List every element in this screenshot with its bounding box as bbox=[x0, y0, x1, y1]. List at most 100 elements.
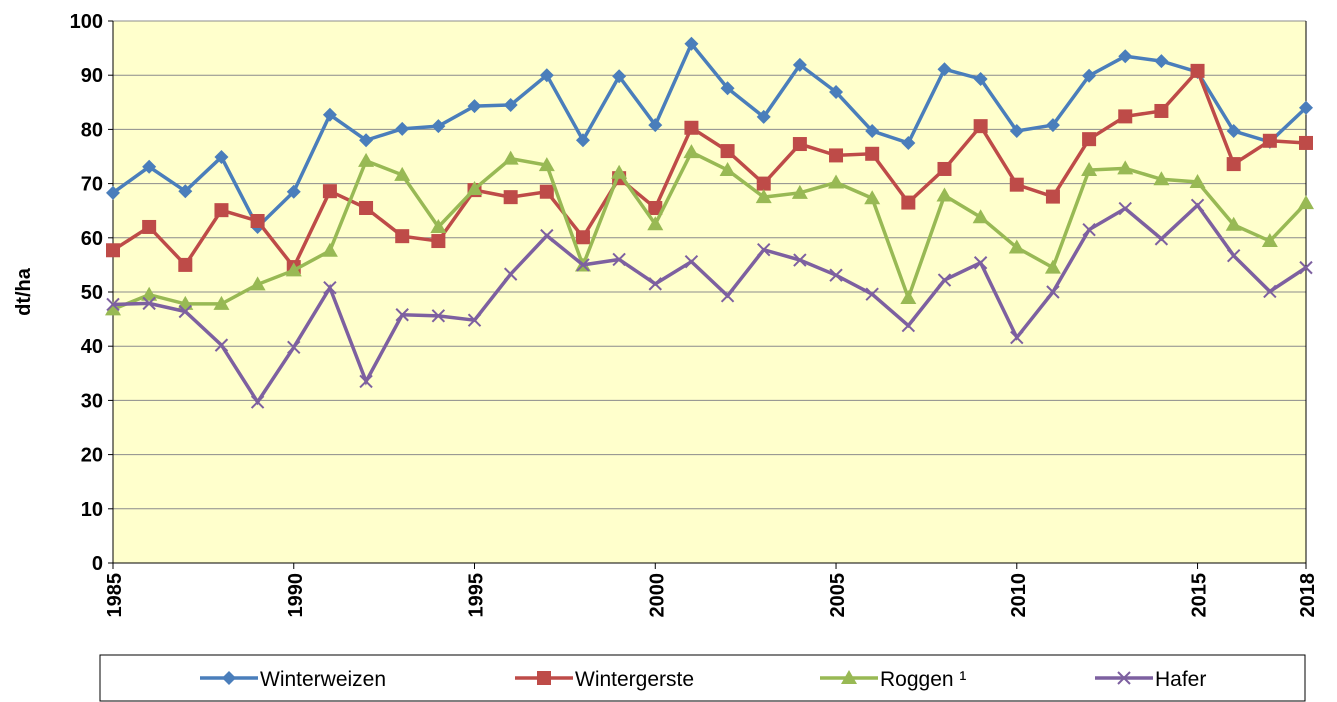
marker bbox=[612, 69, 627, 84]
marker bbox=[1118, 201, 1132, 216]
marker bbox=[142, 296, 156, 311]
marker bbox=[321, 242, 338, 257]
marker bbox=[105, 301, 121, 316]
marker bbox=[1082, 132, 1097, 147]
marker bbox=[1262, 133, 1277, 148]
marker bbox=[865, 287, 879, 301]
marker bbox=[394, 166, 411, 181]
x-tick-label: 2018 bbox=[1297, 573, 1319, 618]
x-tick-label: 1990 bbox=[285, 573, 307, 618]
marker bbox=[178, 304, 193, 319]
y-tick-label: 30 bbox=[81, 390, 103, 412]
marker bbox=[972, 209, 989, 224]
marker bbox=[395, 229, 410, 244]
marker bbox=[973, 119, 988, 134]
marker bbox=[466, 181, 483, 196]
marker bbox=[1225, 216, 1242, 231]
marker bbox=[684, 36, 699, 51]
marker bbox=[1190, 63, 1205, 78]
y-tick-label: 70 bbox=[81, 174, 103, 196]
x-tick-label: 1985 bbox=[104, 573, 126, 618]
y-tick-label: 10 bbox=[81, 499, 103, 521]
marker bbox=[1154, 54, 1169, 69]
marker bbox=[719, 162, 736, 177]
marker bbox=[647, 216, 664, 231]
marker bbox=[285, 262, 302, 277]
marker bbox=[755, 189, 772, 204]
marker bbox=[611, 164, 628, 179]
marker bbox=[684, 254, 699, 269]
marker bbox=[430, 218, 447, 233]
marker bbox=[684, 120, 699, 135]
marker bbox=[901, 135, 916, 150]
marker bbox=[973, 256, 988, 270]
marker bbox=[142, 219, 157, 234]
marker bbox=[1299, 260, 1313, 275]
marker bbox=[467, 313, 482, 327]
series-line bbox=[111, 40, 1308, 230]
marker bbox=[106, 243, 120, 258]
marker bbox=[756, 176, 771, 191]
marker bbox=[1299, 100, 1313, 115]
marker bbox=[901, 195, 916, 210]
marker bbox=[612, 252, 626, 267]
marker bbox=[1045, 118, 1060, 133]
marker bbox=[1118, 49, 1133, 64]
marker bbox=[1190, 198, 1205, 212]
marker bbox=[900, 289, 917, 304]
marker bbox=[865, 146, 880, 161]
marker bbox=[214, 150, 229, 165]
marker bbox=[793, 253, 807, 267]
marker bbox=[791, 184, 808, 199]
marker bbox=[106, 297, 120, 312]
marker bbox=[1009, 124, 1024, 139]
y-tick-label: 100 bbox=[70, 11, 103, 33]
marker bbox=[539, 184, 554, 199]
marker bbox=[1009, 177, 1024, 192]
y-tick-label: 80 bbox=[81, 119, 103, 141]
marker bbox=[937, 273, 952, 287]
marker bbox=[683, 144, 700, 159]
marker bbox=[792, 137, 807, 152]
marker bbox=[865, 124, 880, 139]
marker bbox=[1226, 248, 1241, 263]
marker bbox=[178, 257, 193, 272]
marker bbox=[178, 184, 193, 199]
marker bbox=[757, 243, 771, 257]
marker bbox=[250, 213, 265, 228]
y-tick-label: 0 bbox=[92, 553, 103, 575]
x-tick-label: 2010 bbox=[1008, 573, 1030, 618]
marker bbox=[901, 318, 916, 333]
legend-label: Winterweizen bbox=[260, 668, 386, 691]
marker bbox=[1008, 239, 1025, 254]
marker bbox=[1118, 109, 1133, 124]
marker bbox=[213, 295, 230, 310]
marker bbox=[936, 187, 953, 202]
marker bbox=[359, 200, 374, 215]
marker bbox=[286, 184, 301, 199]
marker bbox=[538, 157, 555, 172]
marker bbox=[1226, 157, 1241, 172]
marker bbox=[1082, 222, 1096, 237]
marker bbox=[648, 277, 662, 291]
marker bbox=[720, 144, 735, 159]
marker bbox=[1044, 259, 1061, 274]
legend-marker bbox=[841, 670, 857, 684]
marker bbox=[648, 118, 663, 133]
marker bbox=[576, 258, 590, 272]
marker bbox=[431, 119, 446, 134]
marker bbox=[322, 184, 337, 199]
marker bbox=[1261, 233, 1278, 248]
legend-label: Wintergerste bbox=[575, 668, 694, 691]
marker bbox=[937, 161, 952, 176]
legend-marker bbox=[222, 671, 236, 685]
marker bbox=[539, 68, 554, 83]
legend-label: Hafer bbox=[1155, 668, 1206, 691]
marker bbox=[141, 286, 158, 301]
marker bbox=[1046, 285, 1060, 299]
marker bbox=[395, 308, 409, 322]
marker bbox=[828, 174, 845, 189]
marker bbox=[358, 152, 375, 167]
marker bbox=[540, 228, 554, 243]
marker bbox=[1154, 232, 1169, 246]
